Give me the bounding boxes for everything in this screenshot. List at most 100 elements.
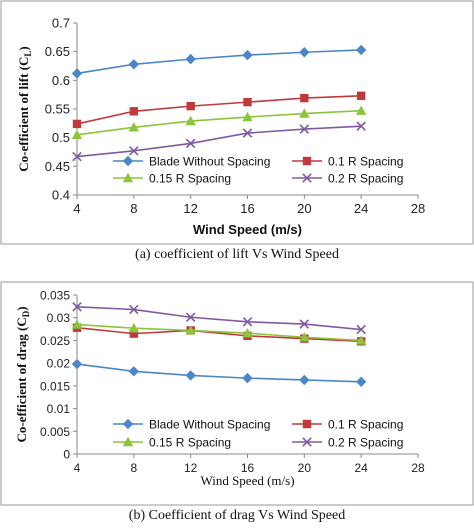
- y-tick-label: 0.005: [40, 425, 70, 439]
- x-tick-label: 16: [240, 201, 254, 216]
- data-point: [71, 319, 83, 329]
- y-axis-label-close: ): [14, 306, 29, 310]
- y-tick-label: 0.02: [47, 357, 71, 371]
- data-point: [129, 107, 139, 116]
- y-tick-label: 0.03: [47, 311, 71, 325]
- data-point: [72, 151, 82, 162]
- x-tick-label: 4: [74, 461, 81, 475]
- data-point: [71, 358, 83, 370]
- data-point: [299, 108, 310, 118]
- lift-chart: 0.4 0.45 0.5 0.55 0.6 0.65 0.7 4 8 12 16 20 24 28 Wind…: [0, 0, 474, 245]
- legend-label: 0.2 R Spacing: [328, 436, 403, 450]
- drag-chart: 0 0.005 0.01 0.015 0.02 0.025 0.03 0.035 4 8 12 16 2…: [0, 281, 474, 506]
- legend-marker: [122, 172, 134, 183]
- legend-label: 0.15 R Spacing: [149, 172, 231, 186]
- legend-label: 0.15 R Spacing: [149, 436, 231, 450]
- data-point: [128, 59, 140, 70]
- x-axis-label: Wind Speed (m/s): [193, 222, 302, 237]
- data-point: [355, 44, 367, 56]
- data-point: [299, 124, 310, 134]
- legend-marker: [302, 156, 312, 166]
- y-tick-label: 0.5: [52, 130, 70, 145]
- data-point: [299, 319, 310, 329]
- legend-label: 0.1 R Spacing: [328, 155, 403, 169]
- legend-marker: [302, 437, 312, 447]
- data-point: [300, 93, 309, 103]
- chart-frame: [0, 0, 474, 245]
- data-point: [299, 374, 310, 386]
- legend-label: 0.1 R Spacing: [328, 418, 403, 432]
- data-point: [185, 325, 196, 335]
- y-tick-label: 0.7: [52, 16, 70, 31]
- x-tick-label: 12: [184, 461, 198, 475]
- x-tick-label: 24: [354, 461, 368, 475]
- data-point: [243, 97, 252, 107]
- x-tick-label: 20: [297, 201, 311, 216]
- legend-entry: Blade Without Spacing: [113, 155, 270, 169]
- legend-marker: [122, 436, 134, 447]
- data-point: [299, 47, 310, 58]
- data-point: [242, 317, 253, 327]
- legend-marker: [302, 419, 312, 429]
- data-point: [129, 304, 139, 315]
- data-point: [242, 111, 253, 122]
- x-tick-label: 28: [411, 461, 425, 475]
- series-2: [72, 91, 366, 129]
- x-tick-label: 12: [183, 201, 197, 216]
- legend-label: Blade Without Spacing: [149, 155, 270, 169]
- y-tick-label: 0: [63, 448, 70, 462]
- data-point: [71, 129, 83, 139]
- data-point: [128, 122, 140, 132]
- x-tick-label: 8: [130, 201, 137, 216]
- series-4: [72, 121, 366, 162]
- data-point: [71, 68, 83, 79]
- data-point: [242, 327, 253, 338]
- y-axis-label-main: Co-efficient of lift (C: [16, 57, 31, 172]
- legend-entry: 0.15 R Spacing: [113, 172, 231, 186]
- data-point: [355, 105, 367, 115]
- series-line: [76, 109, 362, 136]
- series-line: [76, 363, 362, 383]
- legend-entry: 0.1 R Spacing: [292, 418, 403, 432]
- series-1: [71, 358, 367, 387]
- data-point: [129, 329, 139, 338]
- data-point: [128, 322, 140, 333]
- legend-entry: 0.2 R Spacing: [292, 436, 403, 450]
- drag-chart-panel: 0 0.005 0.01 0.015 0.02 0.025 0.03 0.035 4 8 12 16 2…: [0, 281, 474, 506]
- y-axis-label-sub: D: [21, 310, 31, 317]
- data-point: [356, 324, 366, 335]
- legend-marker: [122, 155, 134, 167]
- data-point: [186, 101, 195, 111]
- data-point: [299, 332, 310, 342]
- y-axis-label-sub: L: [23, 51, 33, 57]
- data-point: [242, 372, 253, 384]
- y-tick-label: 0.4: [52, 188, 70, 203]
- legend-entry: 0.1 R Spacing: [292, 155, 403, 169]
- series-line: [76, 323, 362, 342]
- legend-label: Blade Without Spacing: [149, 418, 270, 432]
- data-point: [72, 119, 82, 129]
- data-point: [185, 312, 196, 323]
- y-tick-label: 0.65: [45, 44, 70, 59]
- y-tick-label: 0.45: [45, 159, 70, 174]
- data-point: [128, 366, 140, 377]
- x-axis-label: Wind Speed (m/s): [200, 473, 294, 488]
- data-point: [185, 370, 196, 381]
- series-line: [76, 95, 362, 125]
- chart-frame: [0, 281, 474, 506]
- y-axis-label-close: ): [16, 46, 31, 50]
- drag-chart-caption: (b) Coefficient of drag Vs Wind Speed: [128, 508, 346, 523]
- data-point: [242, 128, 253, 138]
- series-4: [72, 302, 366, 335]
- x-tick-label: 8: [130, 461, 137, 475]
- data-point: [356, 121, 366, 131]
- y-tick-label: 0.015: [40, 379, 70, 393]
- y-tick-label: 0.01: [47, 402, 71, 416]
- legend-marker: [302, 173, 312, 183]
- data-point: [355, 335, 367, 345]
- y-tick-label: 0.55: [45, 102, 70, 117]
- series-line: [76, 326, 362, 343]
- x-tick-label: 20: [298, 461, 312, 475]
- data-point: [72, 302, 82, 312]
- y-tick-label: 0.025: [40, 334, 70, 348]
